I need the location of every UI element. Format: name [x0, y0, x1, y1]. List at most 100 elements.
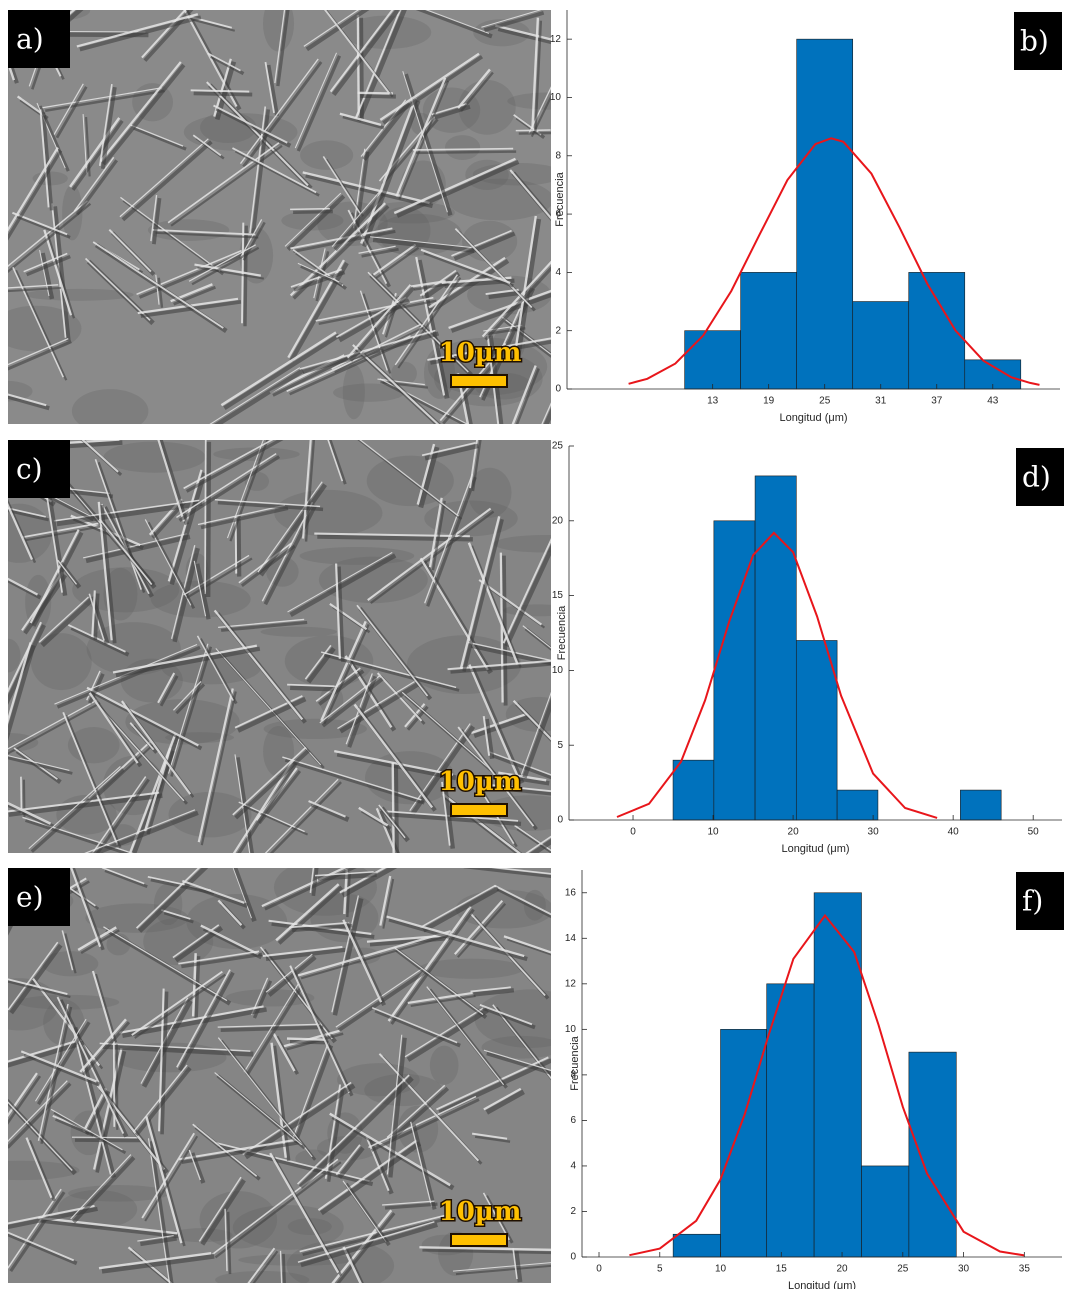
crystal-shadow [442, 784, 456, 849]
crystal-shadow [317, 872, 377, 881]
crystal [167, 469, 203, 582]
crystal [481, 260, 551, 338]
crystal [57, 559, 78, 585]
crystal [331, 895, 359, 1013]
crystal [482, 715, 491, 756]
crystal-shadow [65, 714, 122, 849]
texture-patch [318, 556, 428, 604]
crystal-shadow [37, 1021, 91, 1106]
crystal-shadow [298, 1076, 414, 1189]
crystal [479, 1004, 533, 1026]
crystal-shadow [500, 773, 550, 786]
crystal [8, 146, 59, 232]
crystal [217, 1023, 321, 1028]
crystal-shadow [215, 106, 292, 148]
crystal [367, 507, 492, 601]
y-tick-label: 4 [555, 267, 561, 278]
crystal-shadow [482, 1006, 536, 1030]
crystal-shadow [388, 917, 528, 962]
crystal-shadow [23, 1052, 101, 1087]
crystal-shadow [496, 886, 551, 919]
crystal [232, 746, 307, 816]
crystal-shadow [317, 534, 473, 542]
crystal [70, 1154, 132, 1220]
x-tick-label: 25 [897, 1264, 909, 1275]
texture-patch [183, 113, 298, 152]
crystal-shadow [30, 768, 125, 853]
fit-curve [628, 137, 1040, 386]
texture-patch [8, 638, 21, 673]
crystal [352, 148, 366, 229]
crystal [358, 245, 396, 254]
crystal [308, 800, 346, 818]
crystal [84, 809, 196, 853]
crystal [20, 776, 23, 814]
crystal [129, 722, 155, 751]
texture-patch [169, 1228, 233, 1243]
crystal [407, 991, 473, 1005]
crystal-shadow [487, 335, 504, 424]
crystal-shadow [398, 80, 450, 200]
crystal-shadow [31, 531, 84, 627]
crystal [8, 699, 98, 750]
crystal-shadow [170, 646, 213, 777]
crystal [290, 207, 330, 211]
crystal-shadow [344, 1182, 391, 1247]
crystal-shadow [241, 804, 309, 836]
crystal [483, 1049, 551, 1072]
crystal-shadow [193, 91, 253, 97]
y-tick-label: 12 [550, 34, 562, 45]
panel-label: e) [16, 881, 44, 914]
crystal-shadow [46, 232, 76, 319]
crystal-shadow [41, 112, 54, 211]
crystal-shadow [289, 262, 349, 362]
crystal-shadow [318, 299, 437, 326]
crystal-shadow [148, 1119, 186, 1247]
crystal [167, 643, 209, 774]
crystal [91, 590, 96, 638]
crystal [379, 52, 480, 121]
crystal [486, 332, 500, 424]
crystal [42, 87, 162, 109]
crystal [420, 884, 496, 929]
crystal-shadow [337, 566, 345, 662]
crystal [370, 236, 472, 248]
crystal [98, 518, 153, 586]
crystal [387, 905, 472, 1022]
crystal [84, 257, 151, 321]
x-tick-label: 10 [707, 827, 719, 838]
crystal-shadow [186, 557, 253, 599]
crystal [509, 169, 551, 220]
x-axis-label: Longitud (μm) [788, 1280, 856, 1289]
crystal-shadow [460, 71, 494, 112]
texture-patch [273, 868, 377, 916]
crystal [514, 824, 551, 852]
crystal-shadow [102, 1043, 254, 1057]
crystal-shadow [310, 801, 350, 822]
crystal-shadow [344, 921, 386, 1007]
crystal-shadow [213, 368, 305, 424]
crystal [502, 537, 551, 644]
crystal [467, 542, 519, 665]
crystal-shadow [45, 89, 165, 112]
crystal-shadow [199, 638, 238, 705]
crystal [290, 227, 393, 250]
crystal [395, 77, 447, 197]
crystal-shadow [530, 94, 551, 138]
crystal [190, 89, 250, 93]
y-tick-label: 6 [570, 1115, 576, 1126]
crystal [315, 296, 434, 322]
crystal [70, 868, 102, 948]
y-tick-label: 20 [552, 515, 564, 526]
crystal-shadow [397, 277, 462, 369]
panel-label: a) [16, 23, 44, 56]
crystal [130, 124, 184, 147]
x-tick-label: 40 [948, 827, 960, 838]
crystal-shadow [8, 980, 71, 999]
crystal-shadow [115, 646, 261, 678]
crystal-shadow [333, 191, 386, 252]
crystal [25, 1137, 53, 1199]
texture-patch [300, 140, 354, 170]
x-tick-label: 0 [596, 1264, 602, 1275]
crystal [79, 1018, 127, 1073]
